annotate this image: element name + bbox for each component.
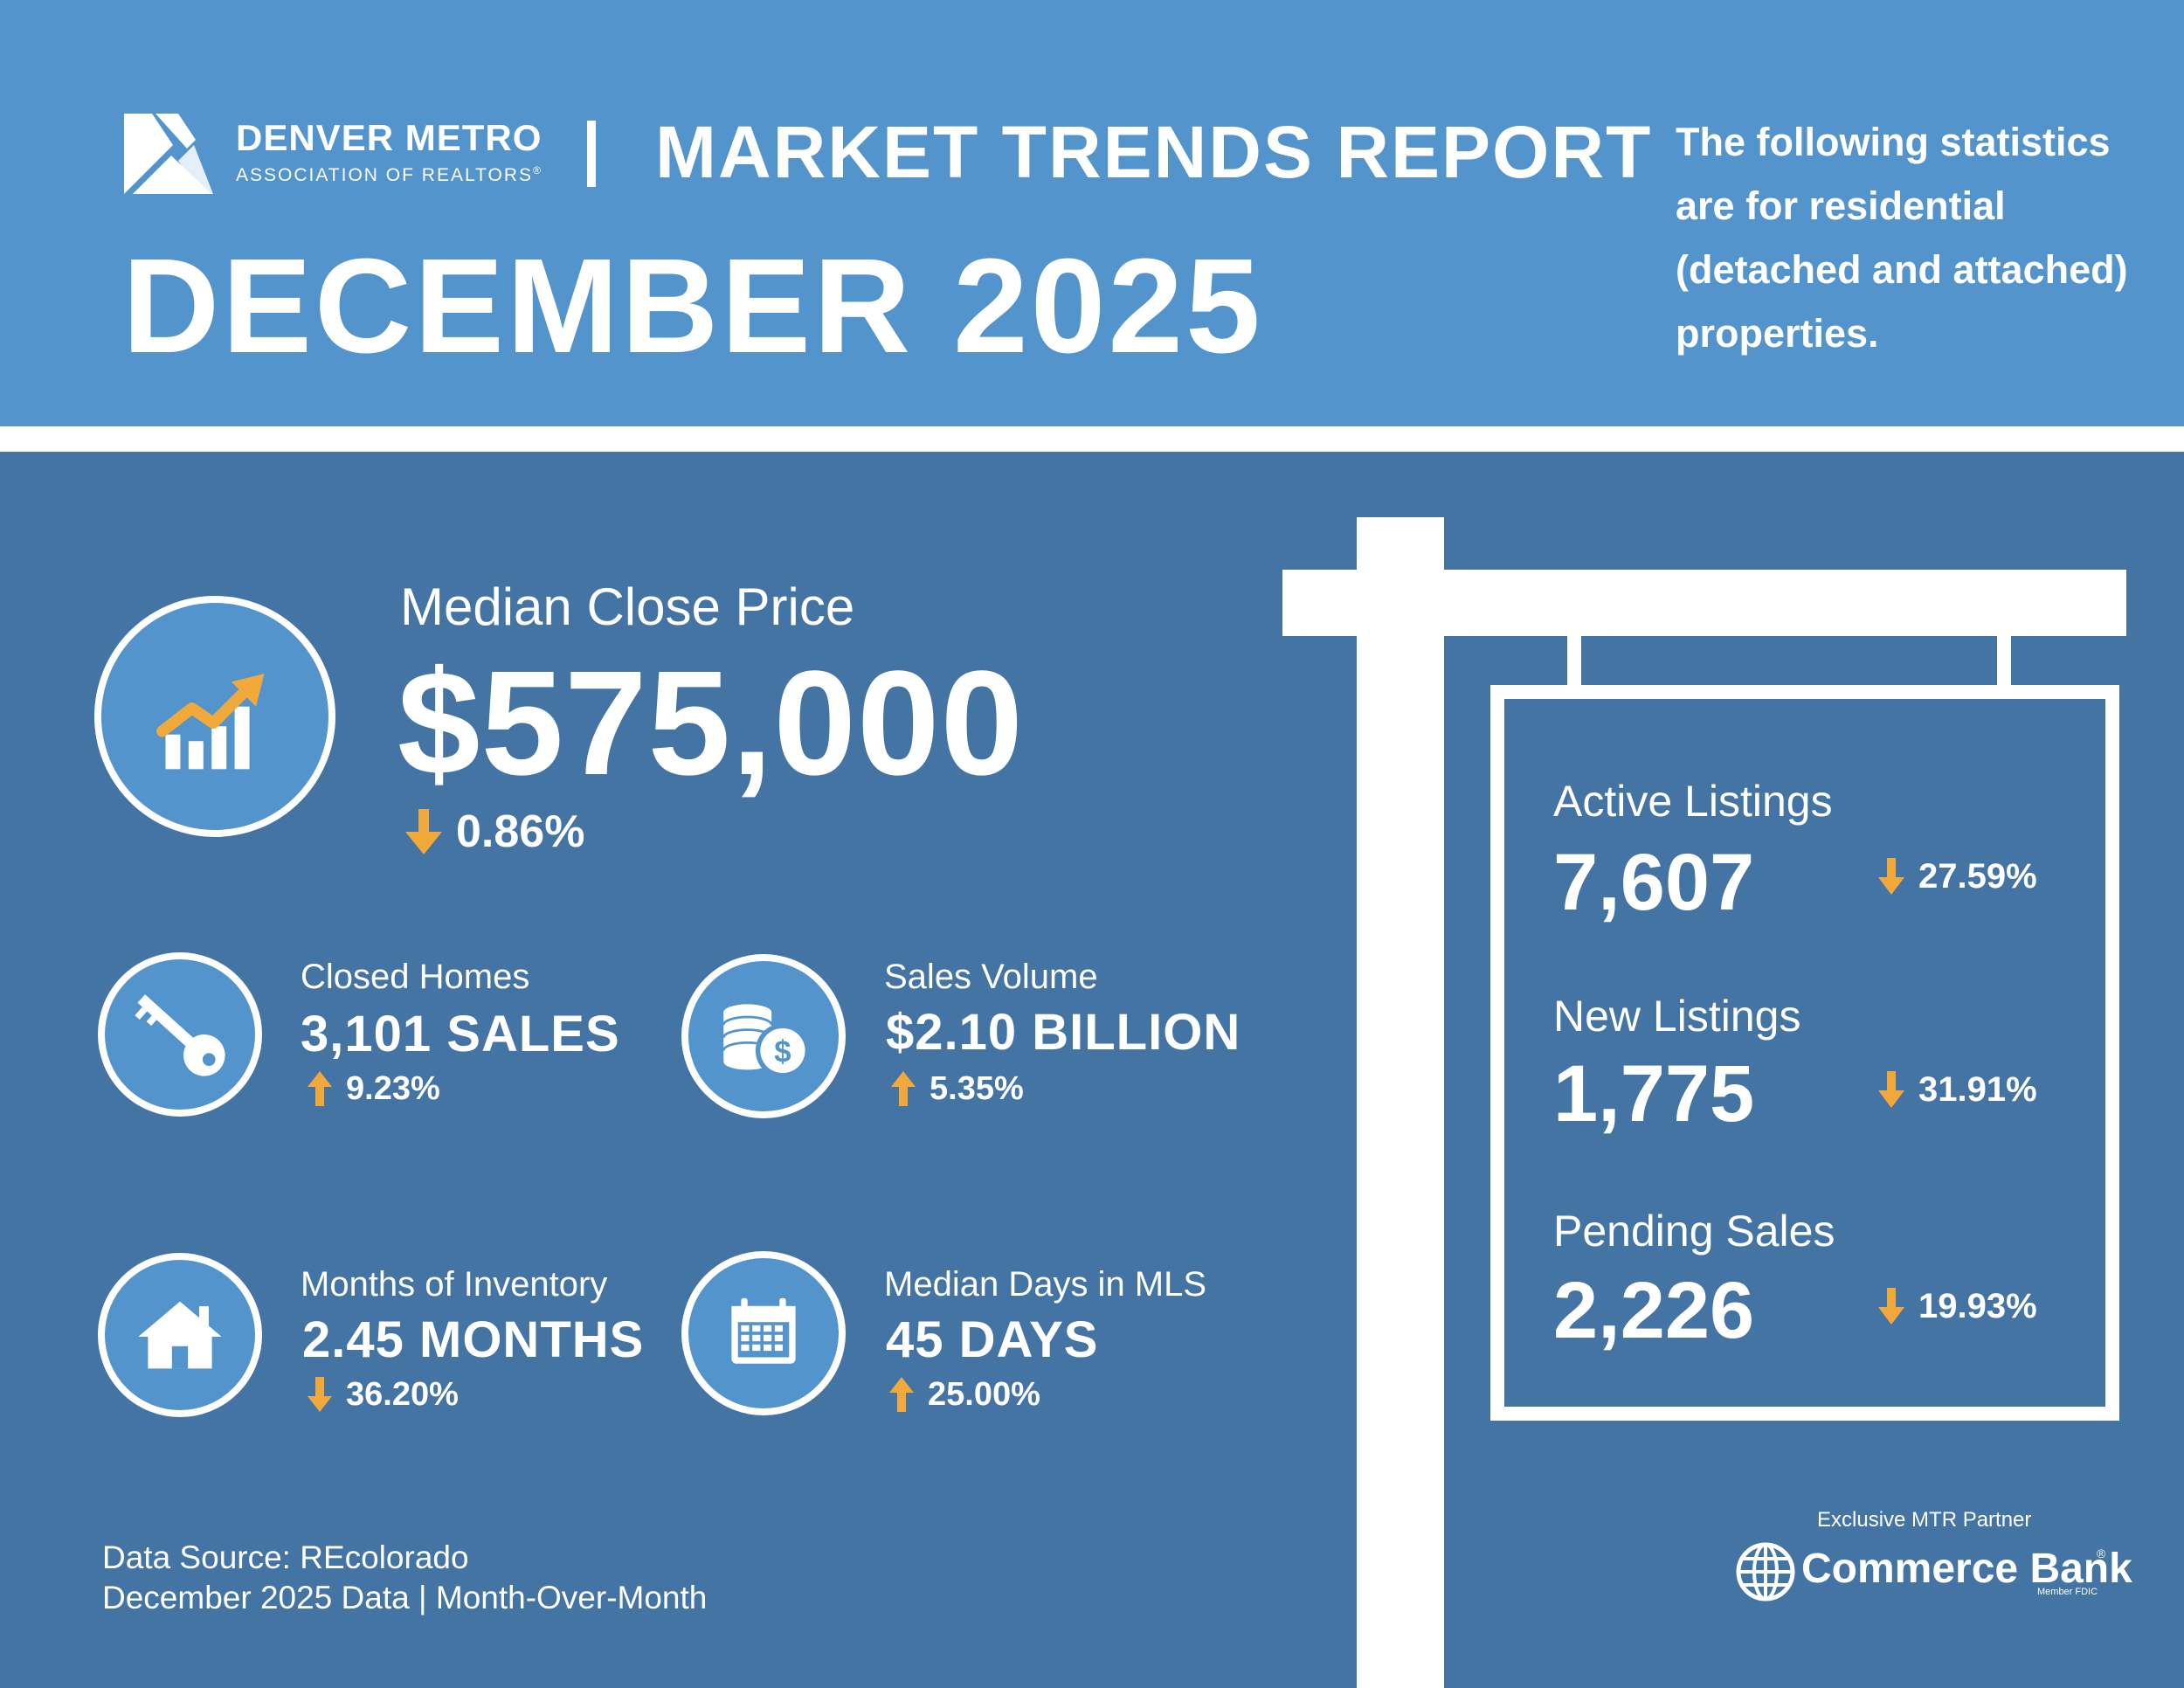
report-title: MARKET TRENDS REPORT [655, 111, 1653, 193]
closed-homes-value: 3,101 SALES [301, 1006, 620, 1062]
commerce-bank-logo: Commerce Bank [1801, 1546, 2132, 1592]
sales-volume-icon-circle: $ [681, 954, 846, 1118]
median-price-label: Median Close Price [400, 578, 855, 636]
registered-mark: ® [533, 164, 543, 176]
arrow-down-icon [405, 809, 442, 854]
pending-sales-change-value: 19.93% [1918, 1286, 2037, 1325]
pending-sales-value: 2,226 [1553, 1266, 1755, 1355]
sales-volume-value: $2.10 BILLION [886, 1004, 1241, 1061]
member-fdic: Member FDIC [2037, 1587, 2098, 1597]
closed-homes-change-value: 9.23% [346, 1069, 440, 1107]
sign-hook-left [1567, 636, 1581, 685]
closed-homes-change: 9.23% [306, 1069, 440, 1108]
growth-chart-icon [156, 674, 265, 770]
data-source: Data Source: REcolorado [102, 1539, 469, 1575]
new-listings-change-value: 31.91% [1918, 1069, 2037, 1109]
coins-icon: $ [722, 1004, 811, 1078]
arrow-down-icon [1878, 1071, 1904, 1108]
median-price-icon-circle [94, 596, 335, 837]
active-listings-change-value: 27.59% [1918, 856, 2037, 896]
arrow-down-icon [1878, 858, 1904, 895]
org-subtitle: ASSOCIATION OF REALTORS® [236, 164, 543, 185]
denver-metro-logo-icon [124, 114, 213, 194]
house-icon [138, 1301, 222, 1369]
data-period: December 2025 Data | Month-Over-Month [102, 1580, 708, 1615]
bank-registered-mark: ® [2097, 1546, 2106, 1560]
header-banner: DENVER METRO ASSOCIATION OF REALTORS® MA… [0, 0, 2184, 426]
partner-label: Exclusive MTR Partner [1817, 1508, 2032, 1532]
arrow-down-icon [308, 1377, 332, 1412]
sales-volume-change: 5.35% [889, 1069, 1024, 1108]
calendar-icon [731, 1297, 796, 1364]
median-price-value: $575,000 [397, 640, 1025, 806]
inventory-change-value: 36.20% [346, 1375, 459, 1413]
sales-volume-change-value: 5.35% [930, 1069, 1024, 1107]
closed-homes-icon-circle [98, 952, 262, 1117]
globe-icon [1736, 1542, 1795, 1602]
inventory-value: 2.45 MONTHS [302, 1311, 645, 1368]
org-name: DENVER METRO [236, 117, 543, 158]
active-listings-label: Active Listings [1553, 777, 1833, 826]
new-listings-value: 1,775 [1553, 1049, 1755, 1138]
days-label: Median Days in MLS [884, 1265, 1207, 1304]
key-icon [135, 994, 225, 1076]
arrow-down-icon [1878, 1288, 1904, 1325]
days-change-value: 25.00% [928, 1375, 1040, 1413]
days-value: 45 DAYS [886, 1311, 1099, 1368]
intro-text: The following statistics are for residen… [1676, 120, 2128, 356]
pending-sales-label: Pending Sales [1553, 1207, 1835, 1256]
header-divider-strip [0, 426, 2184, 452]
sign-arm [1282, 570, 2126, 636]
sales-volume-label: Sales Volume [884, 958, 1098, 996]
arrow-up-icon [891, 1071, 916, 1106]
arrow-up-icon [308, 1071, 332, 1106]
days-change: 25.00% [888, 1375, 1040, 1414]
sign-post [1357, 517, 1444, 1688]
new-listings-label: New Listings [1553, 992, 1801, 1041]
report-month: DECEMBER 2025 [122, 231, 1263, 381]
inventory-label: Months of Inventory [301, 1265, 608, 1304]
active-listings-change: 27.59% [1876, 856, 2037, 896]
svg-text:$: $ [774, 1035, 791, 1069]
days-icon-circle [681, 1251, 846, 1415]
arrow-up-icon [889, 1377, 914, 1412]
new-listings-change: 31.91% [1876, 1069, 2037, 1110]
median-price-change-value: 0.86% [456, 806, 585, 857]
inventory-change: 36.20% [306, 1375, 459, 1414]
inventory-icon-circle [98, 1253, 262, 1417]
header-divider [587, 121, 596, 187]
sign-hook-right [1997, 636, 2011, 685]
sign-board [1490, 685, 2119, 1421]
active-listings-value: 7,607 [1553, 838, 1755, 927]
pending-sales-change: 19.93% [1876, 1286, 2037, 1326]
median-price-change: 0.86% [404, 806, 584, 858]
closed-homes-label: Closed Homes [301, 958, 530, 996]
